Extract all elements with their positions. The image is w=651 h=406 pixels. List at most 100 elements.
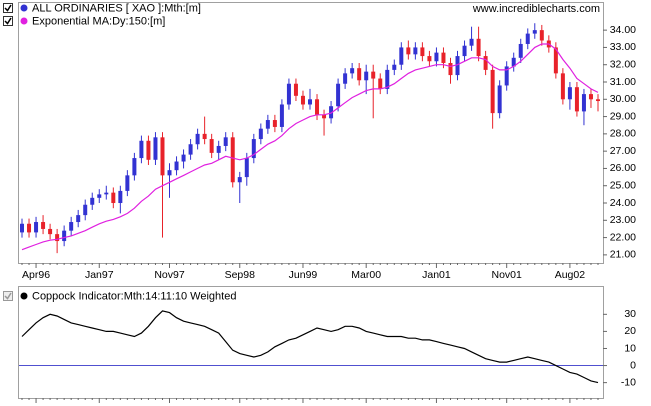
candle-body xyxy=(97,194,102,198)
y-tick-label: 32.00 xyxy=(610,58,636,70)
y-tick-label: 0 xyxy=(630,359,636,371)
line-series xyxy=(21,310,599,384)
x-tick-label: Jun99 xyxy=(289,269,318,281)
candle-body xyxy=(392,64,397,70)
candle-body xyxy=(350,68,355,74)
checkbox[interactable] xyxy=(3,3,13,13)
candle-body xyxy=(167,170,172,176)
candle-body xyxy=(104,192,109,195)
legend-label: Coppock Indicator:Mth:14:11:10 Weighted xyxy=(32,290,236,302)
candle-body xyxy=(560,73,565,100)
candle-body xyxy=(244,158,249,178)
candle-body xyxy=(518,43,523,58)
x-tick-label: Nov01 xyxy=(492,269,523,281)
line-series xyxy=(21,43,599,251)
candle-body xyxy=(455,56,460,76)
candle-body xyxy=(69,222,74,231)
candle-body xyxy=(216,145,221,153)
candle-body xyxy=(293,83,298,96)
candle-body xyxy=(55,234,60,242)
candle-body xyxy=(279,104,284,127)
candle-body xyxy=(41,222,46,229)
candle-body xyxy=(483,56,488,70)
legend-marker xyxy=(20,17,28,25)
candle-body xyxy=(272,120,277,127)
y-tick-label: 29.00 xyxy=(610,110,636,122)
y-tick-label: 24.00 xyxy=(610,197,636,209)
price-panel-frame xyxy=(18,2,604,264)
candle-body xyxy=(265,120,270,129)
legend-marker xyxy=(20,4,28,12)
candle-body xyxy=(83,204,88,216)
x-tick-label: Jan01 xyxy=(422,269,451,281)
candle-body xyxy=(567,87,572,100)
candle-body xyxy=(469,38,474,46)
y-tick-label: 20 xyxy=(624,325,636,337)
y-tick-label: -10 xyxy=(621,376,636,388)
candle-body xyxy=(441,52,446,63)
candle-body xyxy=(174,161,179,171)
x-tick-label: Aug02 xyxy=(555,269,586,281)
candle-body xyxy=(132,158,137,176)
x-tick-label: Jan97 xyxy=(85,269,114,281)
y-tick-label: 22.00 xyxy=(610,231,636,243)
candle-body xyxy=(27,223,32,233)
candle-body xyxy=(378,78,383,89)
candle-body xyxy=(329,106,334,119)
legend-label: Exponential MA:Dy:150:[m] xyxy=(32,15,165,27)
indicator-panel-frame xyxy=(18,286,604,399)
candle-body xyxy=(230,137,235,183)
candle-body xyxy=(300,95,305,105)
check-mark xyxy=(4,292,12,300)
checkbox[interactable] xyxy=(3,291,13,301)
candle-body xyxy=(237,177,242,183)
x-tick-label: Nov97 xyxy=(154,269,185,281)
candle-body xyxy=(357,68,362,81)
check-mark xyxy=(4,17,12,25)
candle-body xyxy=(118,190,123,204)
y-tick-label: 33.00 xyxy=(610,41,636,53)
candle-body xyxy=(476,38,481,57)
candle-body xyxy=(581,94,586,112)
candle-body xyxy=(462,45,467,57)
candle-body xyxy=(160,137,165,176)
candle-body xyxy=(406,47,411,55)
candle-body xyxy=(574,87,579,112)
legend-label: ALL ORDINARIES [ XAO ]:Mth:[m] xyxy=(32,2,201,14)
candle-body xyxy=(181,154,186,162)
candle-body xyxy=(448,62,453,76)
y-tick-label: 30.00 xyxy=(610,93,636,105)
y-tick-label: 25.00 xyxy=(610,180,636,192)
candle-body xyxy=(504,66,509,86)
candle-body xyxy=(434,52,439,62)
candle-body xyxy=(62,230,67,242)
candle-body xyxy=(336,83,341,107)
candle-body xyxy=(427,56,432,62)
candle-body xyxy=(315,99,320,115)
checkbox[interactable] xyxy=(3,16,13,26)
candle-body xyxy=(553,47,558,74)
candle-body xyxy=(371,71,376,79)
y-tick-label: 30 xyxy=(624,308,636,320)
y-tick-label: 21.00 xyxy=(610,249,636,261)
candle-body xyxy=(497,85,502,114)
candle-body xyxy=(308,99,312,105)
candle-body xyxy=(223,137,228,146)
candle-body xyxy=(343,73,348,84)
candle-body xyxy=(146,140,151,160)
candle-body xyxy=(525,33,530,44)
watermark: www.incrediblecharts.com xyxy=(472,3,600,15)
candle-body xyxy=(420,47,425,57)
candle-body xyxy=(511,57,516,67)
candle-body xyxy=(76,215,81,223)
candle-body xyxy=(202,133,207,140)
candle-body xyxy=(34,222,39,233)
y-tick-label: 10 xyxy=(624,342,636,354)
candle-body xyxy=(385,69,390,89)
candle-body xyxy=(258,128,263,140)
candle-body xyxy=(413,47,418,55)
y-tick-label: 28.00 xyxy=(610,128,636,140)
candle-body xyxy=(588,94,593,100)
candle-body xyxy=(125,175,130,191)
